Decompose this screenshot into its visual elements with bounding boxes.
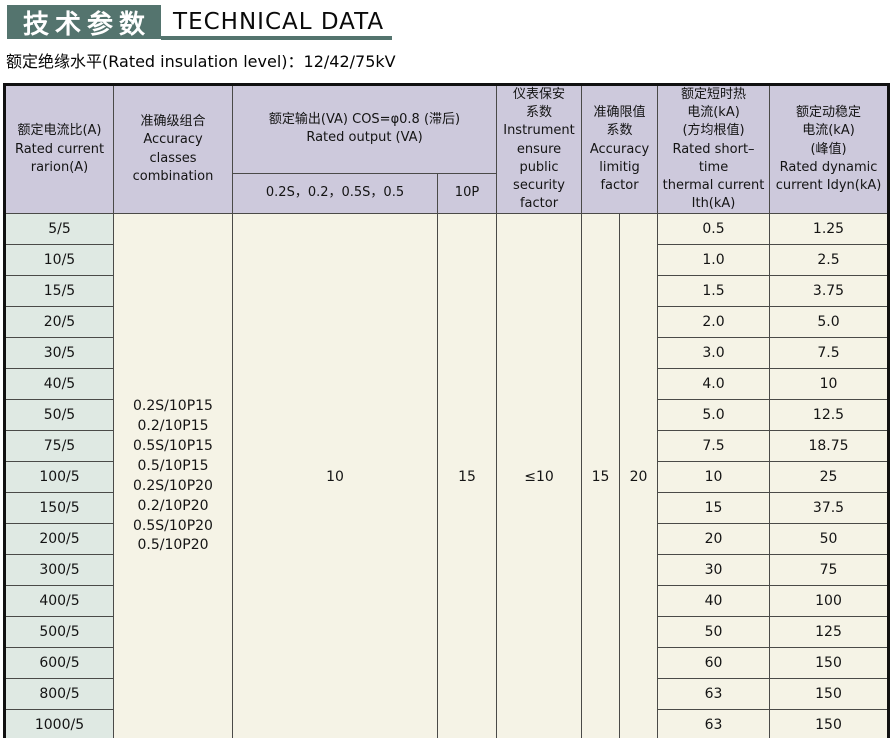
dynamic-current-cell: 1.25 [769, 213, 890, 246]
section-title-english-underline: TECHNICAL DATA [161, 9, 393, 40]
table-row: 100/5 10 25 [4, 461, 890, 494]
table-row: 400/5 40 100 [4, 585, 890, 618]
accuracy-combos-cell: 0.2S/10P15 0.2/10P15 0.5S/10P15 0.5/10P15 0.… [113, 213, 233, 738]
instrument-security-factor-value-cell: ≤10 [496, 213, 582, 738]
rated-output-10p-value-cell: 15 [437, 213, 497, 738]
rated-current-ratio-cell: 30/5 [4, 337, 114, 370]
thermal-current-cell: 1.5 [657, 275, 771, 308]
accuracy-combo-line: 0.2/10P20 [137, 497, 209, 514]
thermal-current-cell: 20 [657, 523, 771, 556]
rated-current-ratio-cell: 5/5 [4, 213, 114, 246]
table-row: 300/5 30 75 [4, 554, 890, 587]
thermal-current-cell: 3.0 [657, 337, 771, 370]
col-header-rated-current-ratio: 额定电流比(A) Rated current rarion(A) [4, 83, 114, 215]
rated-current-ratio-cell: 50/5 [4, 399, 114, 432]
thermal-current-cell: 40 [657, 585, 771, 618]
rated-current-ratio-cell: 800/5 [4, 678, 114, 711]
thermal-current-cell: 0.5 [657, 213, 771, 246]
rated-current-ratio-cell: 20/5 [4, 306, 114, 339]
col-header-short-time-thermal-current: 额定短时热 电流(kA) (方均根值) Rated short–time thermal… [657, 83, 771, 215]
accuracy-combo-line: 0.5/10P20 [137, 537, 209, 554]
table-body: 5/5 0.2S/10P15 0.2/10P15 0.5S/10P15 0.5/10P1… [4, 213, 890, 738]
thermal-current-cell: 50 [657, 616, 771, 649]
accuracy-combo-line: 0.5/10P15 [137, 457, 209, 474]
dynamic-current-cell: 50 [769, 523, 890, 556]
technical-data-table: 额定电流比(A) Rated current rarion(A) 准确级组合 Accu… [3, 83, 890, 738]
dynamic-current-cell: 5.0 [769, 306, 890, 339]
dynamic-current-cell: 25 [769, 461, 890, 494]
table-row: 1000/5 63 150 [4, 709, 890, 738]
dynamic-current-cell: 18.75 [769, 430, 890, 463]
table-row: 30/5 3.0 7.5 [4, 337, 890, 370]
rated-current-ratio-cell: 15/5 [4, 275, 114, 308]
table-header: 额定电流比(A) Rated current rarion(A) 准确级组合 Accu… [4, 83, 890, 215]
rated-current-ratio-cell: 10/5 [4, 244, 114, 277]
dynamic-current-cell: 3.75 [769, 275, 890, 308]
thermal-current-cell: 4.0 [657, 368, 771, 401]
section-title-english: TECHNICAL DATA [173, 9, 385, 35]
accuracy-combo-line: 0.5S/10P15 [133, 438, 213, 455]
accuracy-combo-line: 0.2S/10P20 [133, 477, 213, 494]
accuracy-combo-line: 0.5S/10P20 [133, 517, 213, 534]
thermal-current-cell: 1.0 [657, 244, 771, 277]
dynamic-current-cell: 7.5 [769, 337, 890, 370]
thermal-current-cell: 63 [657, 709, 771, 738]
dynamic-current-cell: 125 [769, 616, 890, 649]
thermal-current-cell: 60 [657, 647, 771, 680]
thermal-current-cell: 15 [657, 492, 771, 525]
dynamic-current-cell: 37.5 [769, 492, 890, 525]
table-row: 10/5 1.0 2.5 [4, 244, 890, 277]
section-title-chinese-text: 技术参数 [23, 9, 152, 40]
rated-output-value-cell: 10 [232, 213, 438, 738]
accuracy-combo-line: 0.2S/10P15 [133, 398, 213, 415]
col-header-dynamic-current: 额定动稳定 电流(kA) (峰值) Rated dynamic current Idyn… [769, 83, 890, 215]
col-subheader-accuracy-output-classes: 0.2S，0.2，0.5S，0.5 [232, 172, 438, 215]
rated-current-ratio-cell: 200/5 [4, 523, 114, 556]
table-row: 600/5 60 150 [4, 647, 890, 680]
rated-current-ratio-cell: 150/5 [4, 492, 114, 525]
thermal-current-cell: 10 [657, 461, 771, 494]
rated-current-ratio-cell: 75/5 [4, 430, 114, 463]
thermal-current-cell: 30 [657, 554, 771, 587]
rated-current-ratio-cell: 500/5 [4, 616, 114, 649]
dynamic-current-cell: 10 [769, 368, 890, 401]
dynamic-current-cell: 100 [769, 585, 890, 618]
rated-current-ratio-cell: 300/5 [4, 554, 114, 587]
col-header-instrument-security-factor: 仪表保安 系数 Instrument ensure public security fac… [496, 83, 582, 215]
table-row: 150/5 15 37.5 [4, 492, 890, 525]
thermal-current-cell: 7.5 [657, 430, 771, 463]
col-header-accuracy-classes: 准确级组合 Accuracy classes combination [113, 83, 233, 215]
section-title-chinese: 技术参数 [7, 5, 162, 40]
table-row: 20/5 2.0 5.0 [4, 306, 890, 339]
table-row: 75/5 7.5 18.75 [4, 430, 890, 463]
accuracy-limit-factor-15-cell: 15 [581, 213, 620, 738]
dynamic-current-cell: 75 [769, 554, 890, 587]
dynamic-current-cell: 150 [769, 647, 890, 680]
accuracy-combo-line: 0.2/10P15 [137, 418, 209, 435]
rated-insulation-level-note: 额定绝缘水平(Rated insulation level)：12/42/75k… [6, 52, 396, 71]
thermal-current-cell: 63 [657, 678, 771, 711]
accuracy-limit-factor-20-cell: 20 [618, 213, 659, 738]
table-row: 40/5 4.0 10 [4, 368, 890, 401]
rated-current-ratio-cell: 600/5 [4, 647, 114, 680]
thermal-current-cell: 5.0 [657, 399, 771, 432]
page-title: 技术参数 TECHNICAL DATA [0, 0, 890, 40]
dynamic-current-cell: 12.5 [769, 399, 890, 432]
col-subheader-10p: 10P [437, 172, 497, 215]
col-header-rated-output: 额定输出(VA) COS=φ0.8 (滞后) Rated output (VA) [232, 84, 497, 174]
col-header-accuracy-limit-factor: 准确限值 系数 Accuracy limitig factor [580, 83, 659, 215]
dynamic-current-cell: 2.5 [769, 244, 890, 277]
thermal-current-cell: 2.0 [657, 306, 771, 339]
table-row: 15/5 1.5 3.75 [4, 275, 890, 308]
table-row: 5/5 0.2S/10P15 0.2/10P15 0.5S/10P15 0.5/10P1… [4, 213, 890, 738]
dynamic-current-cell: 150 [769, 678, 890, 711]
rated-current-ratio-cell: 1000/5 [4, 709, 114, 738]
rated-current-ratio-cell: 100/5 [4, 461, 114, 494]
rated-current-ratio-cell: 40/5 [4, 368, 114, 401]
rated-current-ratio-cell: 400/5 [4, 585, 114, 618]
dynamic-current-cell: 150 [769, 709, 890, 738]
